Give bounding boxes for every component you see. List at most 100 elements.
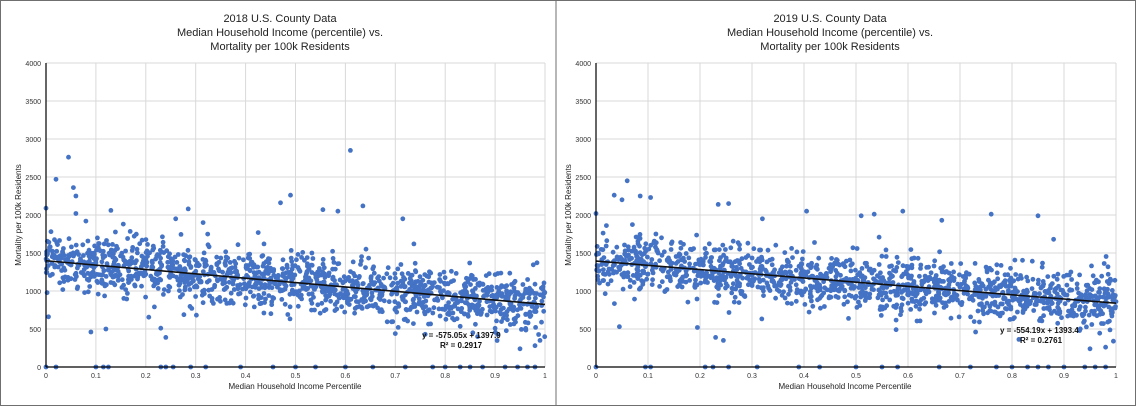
data-point — [186, 262, 192, 267]
data-point — [220, 269, 226, 275]
data-point — [614, 255, 620, 261]
x-tick-label: 0.9 — [490, 373, 500, 380]
data-point — [517, 302, 522, 307]
data-point — [831, 286, 837, 292]
data-point — [75, 284, 81, 290]
data-point — [972, 292, 978, 297]
data-point — [1035, 281, 1041, 287]
data-point — [94, 272, 100, 277]
data-point — [1047, 307, 1052, 313]
data-point — [1013, 272, 1019, 277]
data-point — [443, 316, 449, 322]
data-point — [1001, 296, 1006, 302]
data-point — [352, 273, 358, 279]
data-point — [250, 293, 256, 299]
data-point — [177, 288, 182, 293]
data-point — [532, 343, 538, 349]
data-point — [772, 283, 777, 289]
data-point — [932, 258, 938, 264]
data-point — [462, 291, 468, 297]
data-point — [55, 242, 60, 248]
data-point — [975, 308, 981, 314]
data-point — [917, 306, 922, 312]
data-point — [360, 203, 366, 209]
data-point — [848, 268, 854, 274]
data-point — [100, 272, 106, 278]
data-point — [830, 264, 835, 270]
data-point — [606, 266, 612, 272]
data-point — [976, 277, 982, 282]
data-point — [1018, 295, 1024, 301]
data-point — [610, 249, 616, 255]
data-point — [694, 232, 699, 238]
data-point — [173, 216, 179, 222]
data-point — [319, 300, 325, 306]
data-point — [1110, 306, 1115, 311]
data-point — [948, 315, 954, 321]
data-point — [742, 294, 748, 299]
data-point — [251, 304, 257, 310]
data-point — [1089, 287, 1095, 292]
x-tick-label: 0.4 — [799, 373, 809, 380]
data-point — [657, 258, 662, 264]
data-point — [246, 252, 252, 257]
data-point — [422, 331, 428, 337]
data-point — [300, 283, 306, 289]
data-point — [895, 260, 901, 265]
data-point — [457, 323, 463, 329]
data-point — [687, 278, 692, 283]
data-point — [150, 264, 156, 270]
data-point — [527, 291, 533, 297]
data-point — [1040, 283, 1046, 289]
data-point — [91, 256, 97, 261]
data-point — [737, 283, 742, 289]
data-point — [854, 246, 860, 251]
data-point — [898, 305, 904, 311]
data-point — [908, 276, 914, 281]
data-point — [368, 297, 374, 303]
data-point — [924, 265, 930, 270]
data-point — [804, 208, 809, 214]
r-squared-label: R² = 0.2917 — [440, 341, 483, 350]
data-point — [721, 338, 726, 343]
data-point — [616, 264, 622, 270]
data-point — [970, 297, 976, 303]
data-point — [233, 261, 239, 267]
data-point — [475, 334, 480, 339]
data-point — [227, 260, 233, 265]
data-point — [735, 240, 741, 246]
data-point — [1008, 265, 1013, 271]
data-point — [1084, 324, 1089, 330]
data-point — [1103, 288, 1108, 294]
gridlines — [46, 62, 546, 367]
data-point — [341, 274, 347, 280]
data-point — [346, 296, 351, 301]
data-point — [863, 285, 868, 291]
data-point — [964, 270, 969, 276]
data-point — [364, 304, 370, 310]
data-point — [392, 271, 398, 276]
data-point — [600, 278, 606, 283]
data-point — [384, 271, 390, 277]
data-point — [320, 289, 325, 295]
data-point — [640, 281, 646, 287]
data-point — [423, 298, 429, 304]
data-point — [105, 242, 111, 248]
y-tick-label: 2500 — [25, 175, 41, 182]
y-tick-label: 4000 — [575, 61, 591, 68]
data-point — [442, 275, 448, 281]
data-point — [287, 304, 293, 310]
data-point — [637, 236, 643, 241]
data-point — [809, 273, 815, 279]
data-point — [659, 279, 665, 285]
data-point — [994, 270, 1000, 276]
data-point — [170, 258, 176, 264]
data-point — [785, 300, 790, 306]
data-point — [320, 261, 326, 267]
data-point — [490, 303, 496, 309]
data-point — [66, 236, 72, 242]
data-point — [743, 255, 749, 260]
data-point — [181, 257, 187, 263]
data-point — [413, 293, 419, 299]
data-point — [399, 294, 405, 300]
